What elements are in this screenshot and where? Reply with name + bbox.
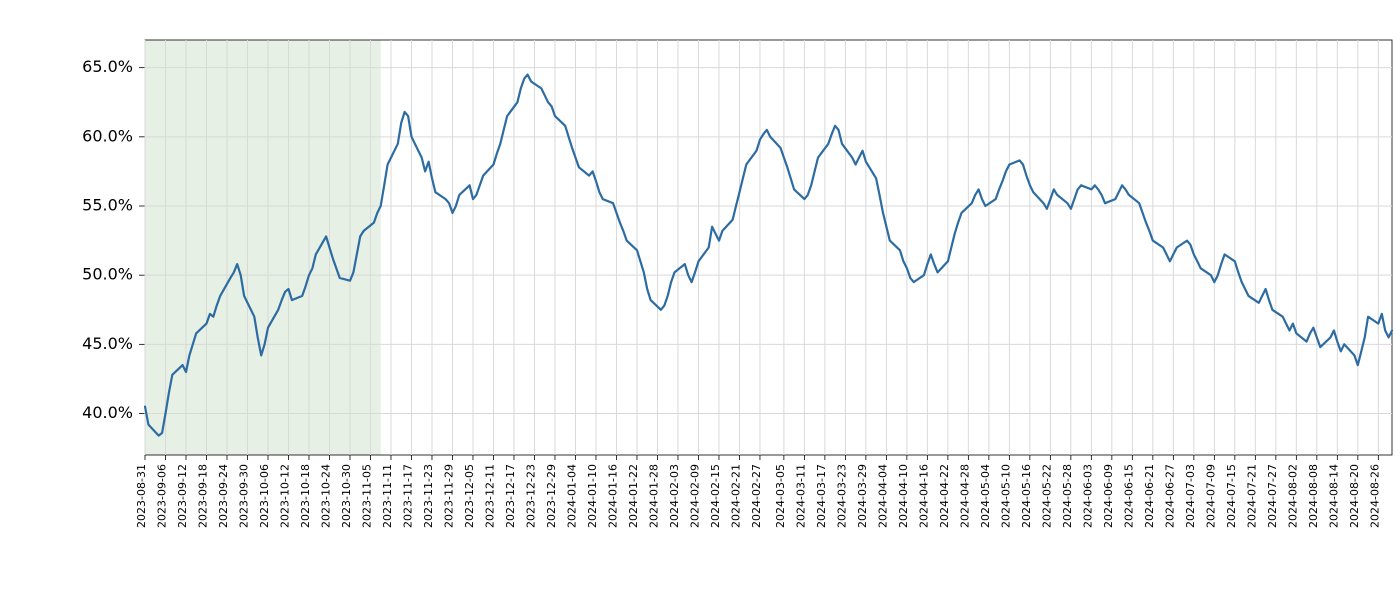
svg-text:2024-03-17: 2024-03-17 (815, 464, 828, 528)
svg-text:2024-06-21: 2024-06-21 (1143, 464, 1156, 528)
svg-text:2024-06-15: 2024-06-15 (1122, 464, 1135, 528)
svg-text:2024-06-09: 2024-06-09 (1102, 464, 1115, 528)
svg-text:2023-12-29: 2023-12-29 (545, 464, 558, 528)
svg-text:2023-11-05: 2023-11-05 (360, 464, 373, 528)
svg-text:2024-08-14: 2024-08-14 (1327, 464, 1340, 528)
svg-text:2023-09-12: 2023-09-12 (176, 464, 189, 528)
svg-text:2023-10-18: 2023-10-18 (299, 464, 312, 528)
svg-text:2024-04-28: 2024-04-28 (958, 464, 971, 528)
svg-text:55.0%: 55.0% (82, 196, 133, 215)
svg-text:2023-09-06: 2023-09-06 (155, 464, 168, 528)
svg-text:2023-09-30: 2023-09-30 (237, 464, 250, 528)
svg-text:2023-11-23: 2023-11-23 (422, 464, 435, 528)
svg-text:2024-08-20: 2024-08-20 (1348, 464, 1361, 528)
svg-text:2024-06-03: 2024-06-03 (1081, 464, 1094, 528)
svg-text:2023-12-05: 2023-12-05 (463, 464, 476, 528)
svg-text:2023-10-12: 2023-10-12 (278, 464, 291, 528)
svg-text:60.0%: 60.0% (82, 126, 133, 145)
svg-text:2024-02-09: 2024-02-09 (688, 464, 701, 528)
svg-text:65.0%: 65.0% (82, 57, 133, 76)
svg-text:2023-09-24: 2023-09-24 (217, 464, 230, 528)
svg-text:2024-01-22: 2024-01-22 (627, 464, 640, 528)
svg-text:2023-11-17: 2023-11-17 (401, 464, 414, 528)
svg-text:2024-01-04: 2024-01-04 (565, 464, 578, 528)
svg-text:2024-08-02: 2024-08-02 (1286, 464, 1299, 528)
trend-chart: 40.0% 45.0% 50.0% 55.0% 60.0% 65.0% 2023-08-31… (0, 0, 1400, 600)
svg-text:2024-05-04: 2024-05-04 (979, 464, 992, 528)
svg-text:2024-03-23: 2024-03-23 (835, 464, 848, 528)
svg-text:2024-04-04: 2024-04-04 (876, 464, 889, 528)
svg-text:2023-12-11: 2023-12-11 (483, 464, 496, 528)
svg-text:40.0%: 40.0% (82, 403, 133, 422)
svg-text:2024-04-10: 2024-04-10 (897, 464, 910, 528)
svg-text:2023-11-29: 2023-11-29 (442, 464, 455, 528)
svg-text:2024-08-26: 2024-08-26 (1368, 464, 1381, 528)
svg-text:2024-07-15: 2024-07-15 (1225, 464, 1238, 528)
svg-text:2024-02-03: 2024-02-03 (668, 464, 681, 528)
svg-text:2023-12-23: 2023-12-23 (524, 464, 537, 528)
svg-text:2024-05-22: 2024-05-22 (1040, 464, 1053, 528)
svg-text:2024-03-29: 2024-03-29 (856, 464, 869, 528)
svg-text:2024-04-22: 2024-04-22 (938, 464, 951, 528)
svg-text:2024-01-28: 2024-01-28 (647, 464, 660, 528)
svg-text:45.0%: 45.0% (82, 334, 133, 353)
svg-text:2023-08-31: 2023-08-31 (135, 464, 148, 528)
svg-text:2024-01-16: 2024-01-16 (606, 464, 619, 528)
svg-text:2024-03-11: 2024-03-11 (794, 464, 807, 528)
svg-text:2023-10-06: 2023-10-06 (258, 464, 271, 528)
svg-text:2023-12-17: 2023-12-17 (504, 464, 517, 528)
svg-text:2024-03-05: 2024-03-05 (774, 464, 787, 528)
svg-text:50.0%: 50.0% (82, 265, 133, 284)
svg-text:2023-11-11: 2023-11-11 (381, 464, 394, 528)
svg-text:2024-02-21: 2024-02-21 (729, 464, 742, 528)
svg-text:2023-10-30: 2023-10-30 (340, 464, 353, 528)
svg-text:2024-05-16: 2024-05-16 (1020, 464, 1033, 528)
svg-text:2024-01-10: 2024-01-10 (586, 464, 599, 528)
svg-text:2024-04-16: 2024-04-16 (917, 464, 930, 528)
svg-text:2024-06-27: 2024-06-27 (1163, 464, 1176, 528)
svg-text:2024-07-27: 2024-07-27 (1266, 464, 1279, 528)
svg-text:2024-02-15: 2024-02-15 (709, 464, 722, 528)
svg-text:2024-07-03: 2024-07-03 (1184, 464, 1197, 528)
svg-text:2024-07-21: 2024-07-21 (1245, 464, 1258, 528)
svg-text:2024-08-08: 2024-08-08 (1307, 464, 1320, 528)
svg-text:2023-10-24: 2023-10-24 (319, 464, 332, 528)
svg-text:2024-02-27: 2024-02-27 (750, 464, 763, 528)
svg-text:2024-05-10: 2024-05-10 (999, 464, 1012, 528)
svg-text:2024-07-09: 2024-07-09 (1204, 464, 1217, 528)
svg-text:2023-09-18: 2023-09-18 (196, 464, 209, 528)
svg-text:2024-05-28: 2024-05-28 (1061, 464, 1074, 528)
